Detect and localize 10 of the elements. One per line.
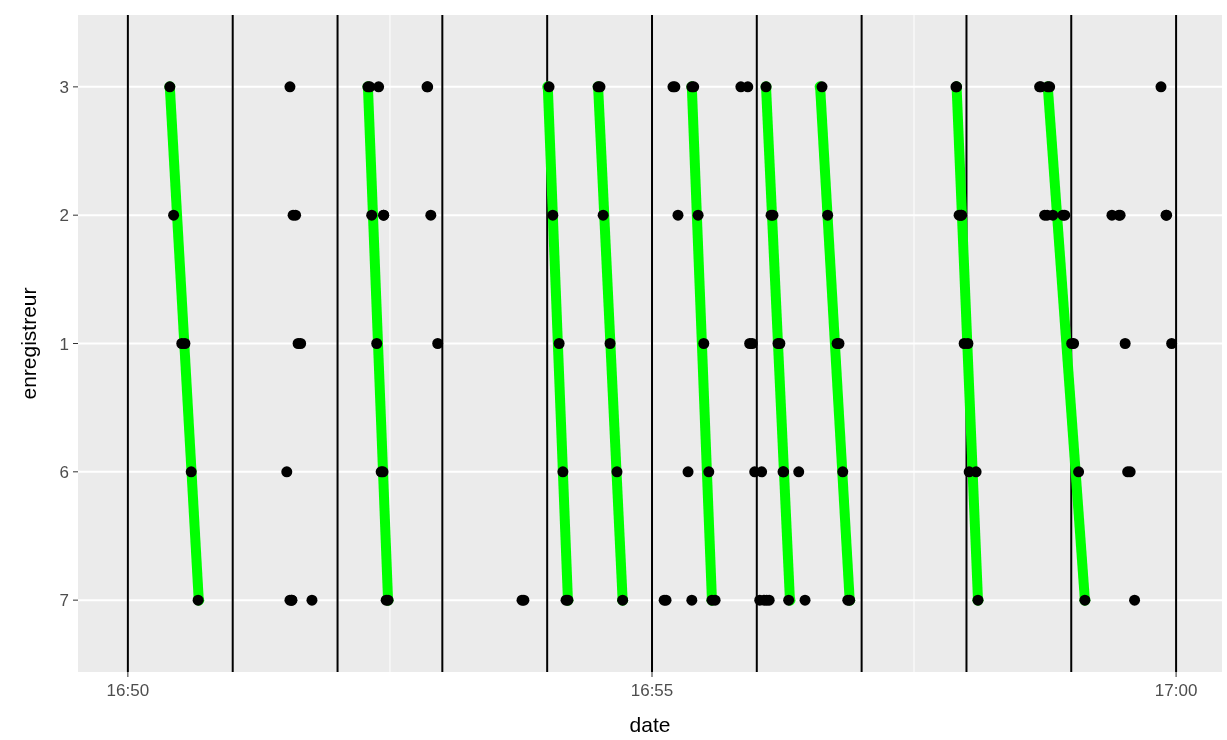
- y-tick-label: 2: [59, 206, 69, 226]
- y-tick-label: 3: [59, 77, 69, 97]
- x-axis-title: date: [629, 713, 671, 736]
- x-tick-label: 16:50: [106, 681, 150, 700]
- y-tick-label: 1: [59, 334, 69, 354]
- y-tick-label: 6: [59, 462, 69, 482]
- y-tick-label: 7: [59, 591, 69, 611]
- x-tick-label: 17:00: [1154, 681, 1198, 700]
- x-tick-label: 16:55: [630, 681, 674, 700]
- y-axis-title: enregistreur: [17, 287, 40, 400]
